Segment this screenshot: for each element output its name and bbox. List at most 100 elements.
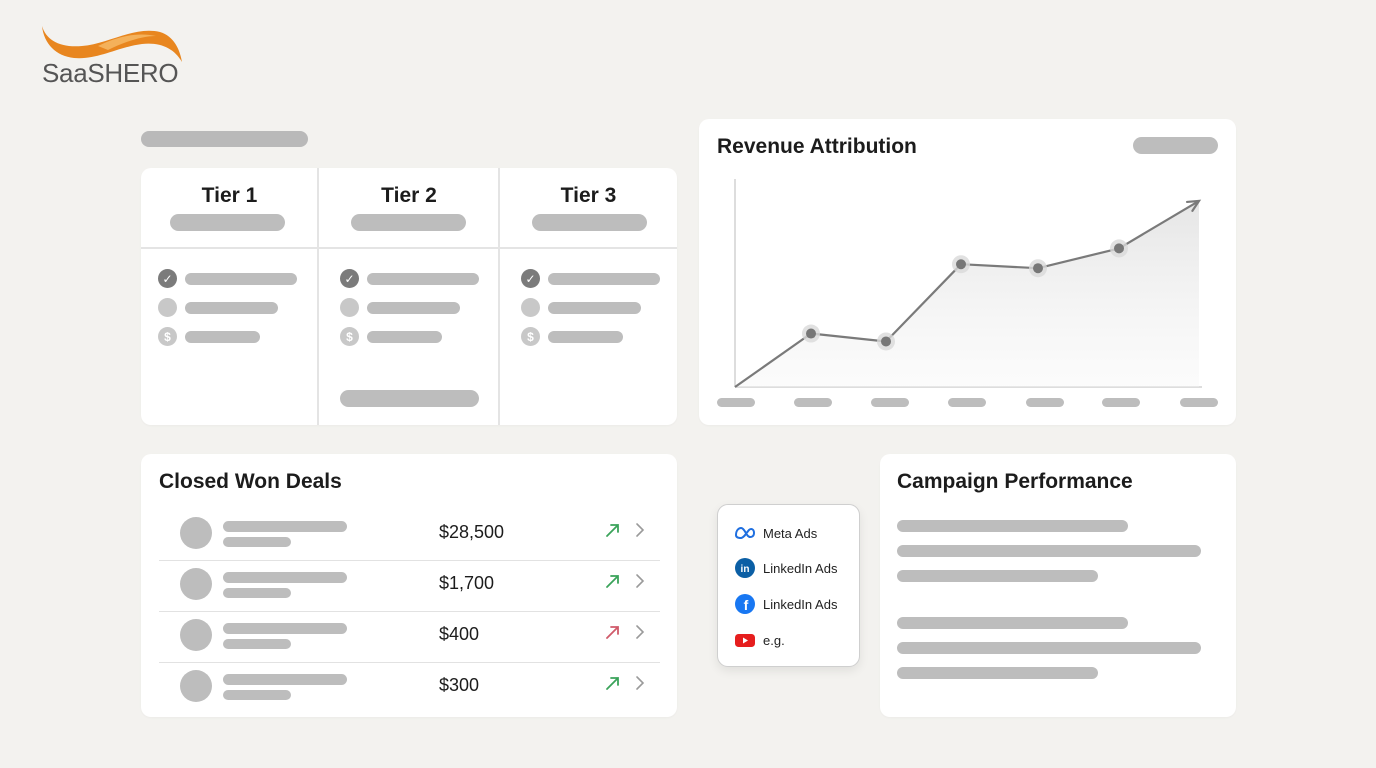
x-tick-placeholder (1102, 398, 1140, 407)
deal-name-placeholder (223, 674, 347, 685)
campaign-line-placeholder (897, 545, 1201, 557)
data-point[interactable] (1114, 243, 1124, 254)
revenue-line-chart (717, 179, 1218, 407)
dollar-icon: $ (158, 327, 177, 346)
campaign-performance-title: Campaign Performance (897, 470, 1133, 493)
feature-placeholder (185, 302, 278, 314)
data-point[interactable] (1033, 263, 1043, 274)
logo-wordmark: SaaSHERO (42, 58, 179, 88)
data-point[interactable] (806, 328, 816, 339)
circle-icon (521, 298, 540, 317)
feature-placeholder (185, 273, 297, 285)
check-icon: ✓ (521, 269, 540, 288)
deal-amount: $300 (439, 675, 480, 695)
tier-subtitle-placeholder (351, 214, 466, 231)
pricing-tiers-card: Tier 1 ✓ $ Tier 2 ✓ $ Tier 3 ✓ $ (141, 168, 677, 425)
tier-subtitle-placeholder (532, 214, 647, 231)
tier-2-column: Tier 2 ✓ $ (317, 168, 499, 425)
data-point[interactable] (881, 336, 891, 347)
check-icon: ✓ (340, 269, 359, 288)
youtube-icon (735, 634, 755, 647)
tier-title: Tier 2 (381, 184, 437, 207)
tiers-header-divider (141, 247, 677, 249)
tier-3-column: Tier 3 ✓ $ (498, 168, 677, 425)
x-tick-placeholder (1026, 398, 1064, 407)
check-icon: ✓ (158, 269, 177, 288)
dollar-icon: $ (521, 327, 540, 346)
feature-placeholder (548, 331, 623, 343)
trend-up-icon (606, 575, 619, 588)
deal-amount: $28,500 (439, 522, 505, 542)
channel-label: LinkedIn Ads (763, 597, 838, 612)
deal-name-placeholder (223, 623, 347, 634)
x-tick-placeholder (871, 398, 909, 407)
campaign-line-placeholder (897, 570, 1098, 582)
feature-placeholder (367, 302, 460, 314)
tier-1-column: Tier 1 ✓ $ (141, 168, 318, 425)
deal-meta-placeholder (223, 588, 291, 598)
x-tick-placeholder (717, 398, 755, 407)
tier-2-cta-placeholder[interactable] (340, 390, 479, 407)
svg-text:in: in (741, 564, 750, 575)
deal-row[interactable]: $400 (159, 612, 660, 663)
svg-text:f: f (744, 597, 749, 613)
deal-row[interactable]: $300 (159, 663, 660, 714)
tier-subtitle-placeholder (170, 214, 285, 231)
meta-icon (734, 526, 756, 540)
closed-won-deals-title: Closed Won Deals (159, 470, 342, 493)
campaign-line-placeholder (897, 667, 1098, 679)
chevron-right-icon[interactable] (633, 571, 647, 591)
ad-channels-popover: Meta Ads in LinkedIn Ads f LinkedIn Ads … (717, 504, 860, 667)
campaign-line-placeholder (897, 642, 1201, 654)
avatar (180, 670, 212, 702)
facebook-icon: f (735, 594, 755, 614)
chevron-right-icon[interactable] (633, 520, 647, 540)
avatar (180, 517, 212, 549)
x-tick-placeholder (794, 398, 832, 407)
feature-placeholder (185, 331, 260, 343)
channel-label: Meta Ads (763, 526, 818, 541)
trend-up-icon (606, 524, 619, 537)
campaign-line-placeholder (897, 520, 1128, 532)
saashero-logo: SaaSHERO (38, 22, 198, 92)
feature-placeholder (548, 302, 641, 314)
revenue-attribution-card: Revenue Attribution (699, 119, 1236, 425)
trend-up-icon (606, 677, 619, 690)
deal-name-placeholder (223, 572, 347, 583)
channel-label: e.g. (763, 633, 785, 648)
trend-arrow-icon (1185, 199, 1202, 212)
data-point[interactable] (956, 259, 966, 270)
avatar (180, 568, 212, 600)
closed-won-deals-card: Closed Won Deals $28,500 $1,700 $400 $30… (141, 454, 677, 717)
circle-icon (340, 298, 359, 317)
deal-meta-placeholder (223, 690, 291, 700)
tiers-heading-placeholder (141, 131, 308, 147)
deal-amount: $400 (439, 624, 480, 644)
channel-label: LinkedIn Ads (763, 561, 838, 576)
avatar (180, 619, 212, 651)
deal-meta-placeholder (223, 639, 291, 649)
dollar-icon: $ (340, 327, 359, 346)
deal-row[interactable]: $1,700 (159, 561, 660, 612)
deal-meta-placeholder (223, 537, 291, 547)
deal-amount: $1,700 (439, 573, 495, 593)
campaign-performance-card: Campaign Performance (880, 454, 1236, 717)
tier-title: Tier 1 (201, 184, 258, 207)
feature-placeholder (367, 273, 479, 285)
circle-icon (158, 298, 177, 317)
revenue-attribution-title: Revenue Attribution (717, 135, 917, 158)
chevron-right-icon[interactable] (633, 673, 647, 693)
feature-placeholder (367, 331, 442, 343)
campaign-line-placeholder (897, 617, 1128, 629)
deal-row[interactable]: $28,500 (159, 510, 660, 561)
trend-up-icon (606, 626, 619, 639)
logo-swoosh-icon (42, 26, 182, 62)
revenue-filter-placeholder[interactable] (1133, 137, 1218, 154)
tier-title: Tier 3 (560, 184, 617, 207)
area-fill (735, 200, 1199, 387)
x-tick-placeholder (1180, 398, 1218, 407)
x-tick-placeholder (948, 398, 986, 407)
deal-name-placeholder (223, 521, 347, 532)
feature-placeholder (548, 273, 660, 285)
chevron-right-icon[interactable] (633, 622, 647, 642)
